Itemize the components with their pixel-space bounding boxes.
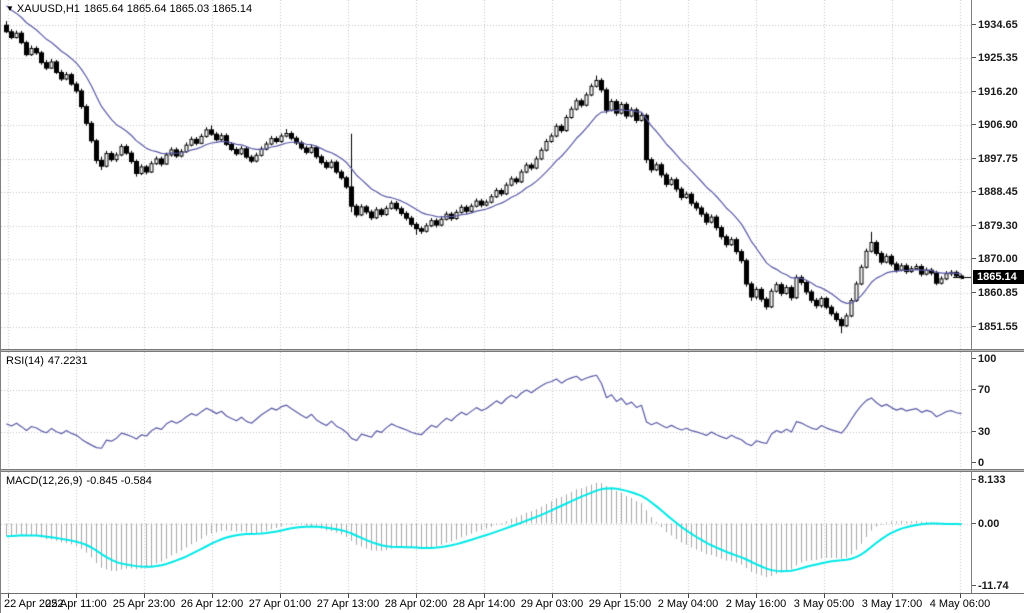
time-axis-label: 22 Apr 2022 bbox=[4, 598, 64, 610]
axis-tick bbox=[972, 292, 976, 293]
macd-header: MACD(12,26,9) -0.845 -0.584 bbox=[6, 475, 156, 487]
price-axis-label: 1870.00 bbox=[972, 253, 1018, 265]
price-axis-label: 1916.20 bbox=[972, 86, 1018, 98]
axis-tick bbox=[972, 585, 976, 586]
rsi-header: RSI(14) 47.2231 bbox=[6, 355, 92, 367]
macd-axis-label: 0.00 bbox=[972, 518, 999, 530]
axis-tick bbox=[972, 57, 976, 58]
time-axis-label: 2 May 16:00 bbox=[725, 598, 787, 610]
symbol-timeframe-label: XAUUSD,H1 bbox=[16, 3, 80, 15]
time-axis[interactable]: 22 Apr 2022 25 Apr 11:00 25 Apr 23:00 26 Ap… bbox=[1, 593, 1024, 613]
time-axis-label: 28 Apr 02:00 bbox=[384, 598, 448, 610]
time-axis-tick bbox=[960, 594, 961, 598]
time-axis-label: 25 Apr 23:00 bbox=[112, 598, 176, 610]
axis-tick bbox=[972, 191, 976, 192]
time-axis-tick bbox=[8, 594, 9, 598]
time-axis-tick bbox=[892, 594, 893, 598]
rsi-axis-label: 70 bbox=[972, 384, 990, 396]
current-price-tag: 1865.14 bbox=[973, 270, 1024, 284]
time-axis-label: 27 Apr 01:00 bbox=[248, 598, 312, 610]
price-axis-label: 1897.75 bbox=[972, 153, 1018, 165]
time-axis-label: 25 Apr 11:00 bbox=[45, 598, 107, 610]
macd-panel: MACD(12,26,9) -0.845 -0.584 8.133 0.00 -11.… bbox=[1, 472, 1024, 593]
axis-tick bbox=[972, 326, 976, 327]
time-axis-tick bbox=[212, 594, 213, 598]
time-axis-label: 3 May 05:00 bbox=[793, 598, 855, 610]
axis-tick bbox=[972, 91, 976, 92]
macd-canvas[interactable] bbox=[1, 472, 971, 593]
price-panel: ▼ XAUUSD,H1 1865.64 1865.64 1865.03 1865.1… bbox=[1, 0, 1024, 349]
quote-values: 1865.64 1865.64 1865.03 1865.14 bbox=[83, 3, 253, 15]
axis-tick bbox=[972, 462, 976, 463]
axis-tick bbox=[972, 158, 976, 159]
rsi-axis[interactable]: 100 70 30 0 bbox=[971, 352, 1024, 469]
time-axis-tick bbox=[688, 594, 689, 598]
time-axis-label: 26 Apr 12:00 bbox=[180, 598, 244, 610]
rsi-panel: RSI(14) 47.2231 100 70 30 0 bbox=[1, 352, 1024, 469]
time-axis-tick bbox=[756, 594, 757, 598]
price-axis-label: 1906.90 bbox=[972, 119, 1018, 131]
axis-tick bbox=[972, 124, 976, 125]
axis-tick bbox=[972, 225, 976, 226]
time-axis-label: 28 Apr 14:00 bbox=[452, 598, 516, 610]
time-axis-tick bbox=[280, 594, 281, 598]
price-axis-label: 1888.45 bbox=[972, 186, 1018, 198]
time-axis-tick bbox=[76, 594, 77, 598]
macd-axis-label: -11.74 bbox=[972, 580, 1009, 592]
price-axis-label: 1860.85 bbox=[972, 287, 1018, 299]
rsi-axis-label: 30 bbox=[972, 426, 990, 438]
macd-axis-label: 8.133 bbox=[972, 474, 1006, 486]
time-axis-tick bbox=[416, 594, 417, 598]
macd-indicator-label: MACD(12,26,9) bbox=[6, 475, 83, 487]
price-axis-label: 1851.55 bbox=[972, 321, 1018, 333]
macd-indicator-values: -0.845 -0.584 bbox=[86, 475, 152, 487]
panel-splitter[interactable] bbox=[1, 469, 1024, 472]
time-axis-tick bbox=[484, 594, 485, 598]
candlestick-canvas[interactable] bbox=[1, 0, 971, 349]
time-axis-label: 29 Apr 03:00 bbox=[520, 598, 584, 610]
rsi-axis-label: 0 bbox=[972, 457, 984, 469]
rsi-indicator-value: 47.2231 bbox=[47, 355, 88, 367]
time-axis-label: 3 May 17:00 bbox=[861, 598, 923, 610]
price-axis-label: 1925.35 bbox=[972, 52, 1018, 64]
time-axis-tick bbox=[144, 594, 145, 598]
price-axis-label: 1934.65 bbox=[972, 19, 1018, 31]
time-axis-label: 2 May 04:00 bbox=[657, 598, 719, 610]
axis-tick bbox=[972, 431, 976, 432]
time-axis-tick bbox=[348, 594, 349, 598]
macd-axis[interactable]: 8.133 0.00 -11.74 bbox=[971, 472, 1024, 593]
rsi-canvas[interactable] bbox=[1, 352, 971, 469]
axis-tick bbox=[972, 24, 976, 25]
axis-tick bbox=[972, 358, 976, 359]
axis-tick bbox=[972, 258, 976, 259]
chevron-down-icon[interactable]: ▼ bbox=[6, 4, 14, 13]
time-axis-label: 29 Apr 15:00 bbox=[588, 598, 652, 610]
chart-header: ▼ XAUUSD,H1 1865.64 1865.64 1865.03 1865.1… bbox=[6, 3, 256, 15]
time-axis-label: 4 May 06:00 bbox=[929, 598, 991, 610]
time-axis-tick bbox=[620, 594, 621, 598]
rsi-indicator-label: RSI(14) bbox=[6, 355, 44, 367]
time-axis-label: 27 Apr 13:00 bbox=[316, 598, 380, 610]
time-axis-tick bbox=[824, 594, 825, 598]
panel-splitter[interactable] bbox=[1, 349, 1024, 352]
rsi-axis-label: 100 bbox=[972, 353, 996, 365]
time-axis-tick bbox=[552, 594, 553, 598]
price-axis-label: 1879.30 bbox=[972, 220, 1018, 232]
price-axis[interactable]: 1865.14 1934.65 1925.35 1916.20 1906.90 1897… bbox=[971, 0, 1024, 349]
axis-tick bbox=[972, 389, 976, 390]
axis-tick bbox=[972, 523, 976, 524]
axis-tick bbox=[972, 479, 976, 480]
